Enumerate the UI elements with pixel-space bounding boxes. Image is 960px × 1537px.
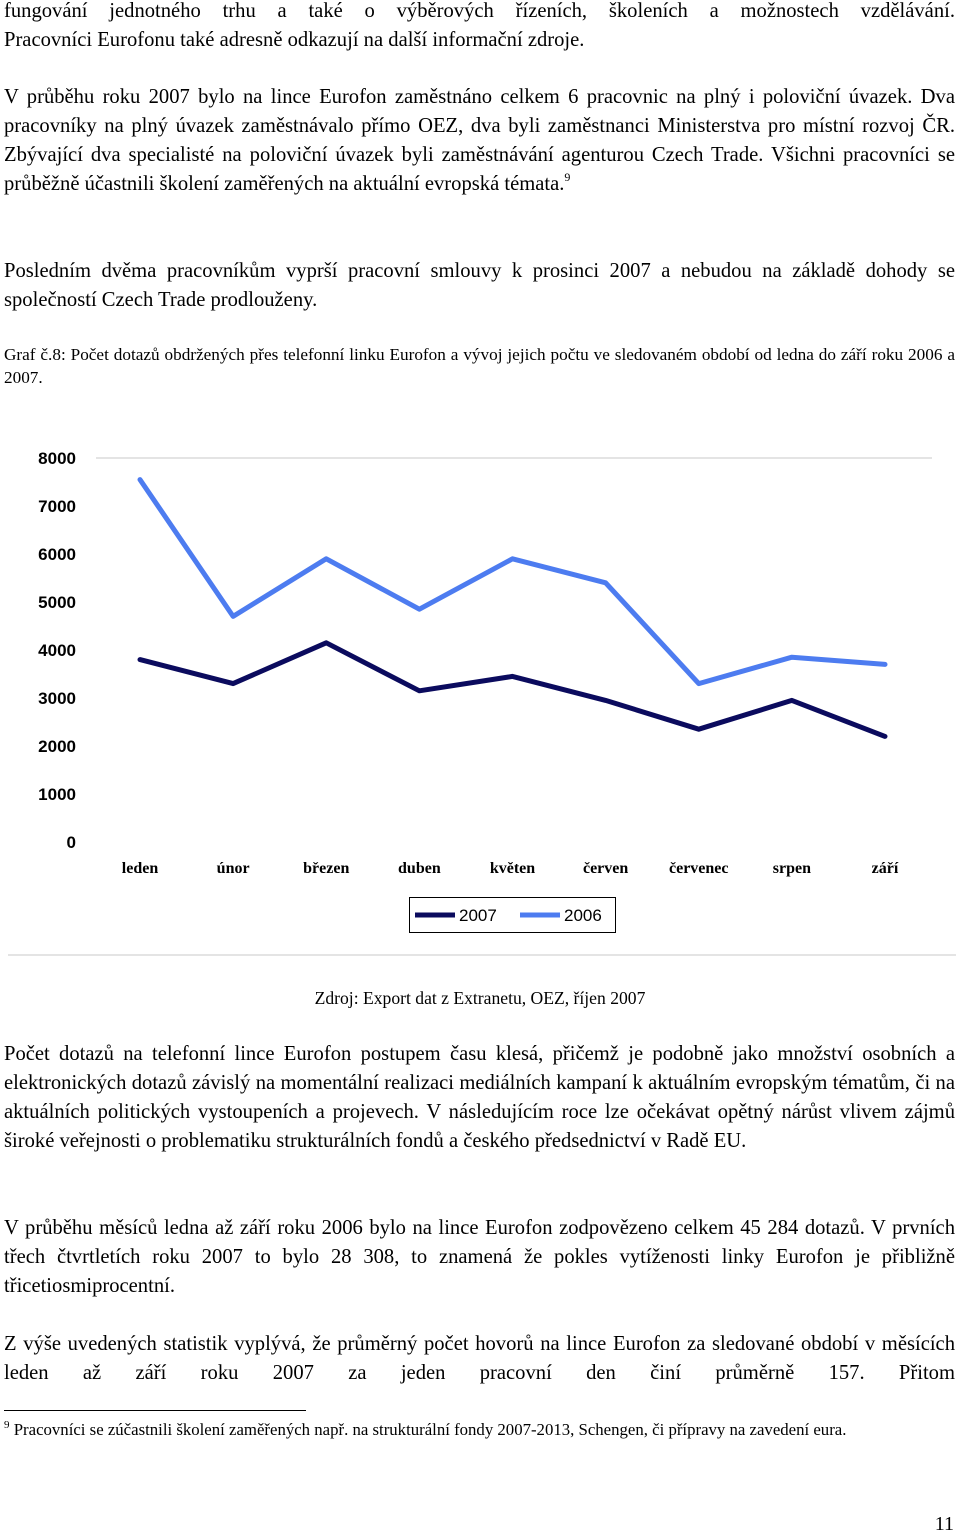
legend-label-2007: 2007: [459, 906, 497, 925]
x-tick-label: leden: [122, 860, 159, 877]
x-tick-label: červen: [583, 860, 628, 877]
x-tick-label: srpen: [773, 860, 811, 877]
paragraph-contracts: Posledním dvěma pracovníkům vyprší praco…: [4, 260, 955, 311]
y-tick-label: 3000: [38, 689, 76, 708]
y-tick-label: 2000: [38, 737, 76, 756]
paragraph-staff: V průběhu roku 2007 bylo na lince Eurofo…: [4, 83, 955, 199]
legend-box: [409, 897, 616, 933]
footnote-ref: 9: [564, 170, 571, 184]
y-axis: 0 1000 2000 3000 4000 5000 6000 7000 8000: [38, 449, 76, 852]
series-layer: [137, 477, 888, 739]
paragraph-totals: V průběhu měsíců ledna až září roku 2006…: [4, 1217, 955, 1297]
x-tick-label: duben: [398, 860, 441, 877]
intro-line-1: fungování jednotného trhu a také o výběr…: [4, 0, 955, 22]
intro-line-2: Pracovníci Eurofonu také adresně odkazuj…: [4, 29, 585, 51]
y-tick-label: 8000: [38, 449, 76, 468]
line-chart: 0 1000 2000 3000 4000 5000 6000 7000 8000 leden ú…: [8, 449, 956, 956]
y-tick-label: 6000: [38, 545, 76, 564]
y-tick-label: 4000: [38, 641, 76, 660]
y-tick-label: 7000: [38, 497, 76, 516]
x-tick-label: červenec: [669, 860, 729, 877]
y-tick-label: 0: [67, 833, 76, 852]
chart-legend: 2007 2006: [409, 897, 616, 933]
y-tick-label: 5000: [38, 593, 76, 612]
page-number: 11: [934, 1513, 954, 1535]
figure-caption: Graf č.8: Počet dotazů obdržených přes t…: [4, 345, 955, 387]
footnote-number: 9: [4, 1419, 10, 1431]
x-tick-label: květen: [490, 860, 535, 877]
legend-label-2006: 2006: [564, 906, 602, 925]
x-tick-label: září: [872, 860, 899, 877]
paragraph-trend: Počet dotazů na telefonní lince Eurofon …: [4, 1043, 955, 1152]
chart-source: Zdroj: Export dat z Extranetu, OEZ, říje…: [314, 988, 646, 1008]
footnote: 9 Pracovníci se zúčastnili školení zaměř…: [4, 1418, 955, 1441]
paragraph-staff-text: V průběhu roku 2007 bylo na lince Eurofo…: [4, 86, 955, 195]
y-tick-label: 1000: [38, 785, 76, 804]
footnote-text: Pracovníci se zúčastnili školení zaměřen…: [13, 1420, 847, 1439]
x-tick-label: únor: [217, 860, 250, 877]
x-axis: leden únor březen duben květen červen červenec…: [122, 860, 899, 877]
x-tick-label: březen: [303, 860, 349, 877]
series-line-2006: [137, 477, 888, 687]
footnote-divider: [4, 1410, 306, 1411]
paragraph-average: Z výše uvedených statistik vyplývá, že p…: [4, 1333, 955, 1384]
series-line-2007: [137, 640, 888, 739]
